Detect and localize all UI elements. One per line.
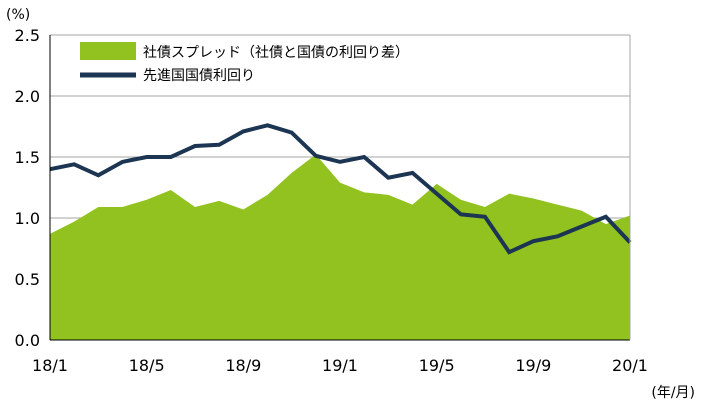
area-series (50, 154, 630, 340)
x-tick-label: 20/1 (612, 356, 648, 375)
legend-label-area: 社債スプレッド（社債と国債の利回り差） (143, 45, 409, 61)
y-tick-label: 0.0 (15, 331, 40, 350)
x-tick-label: 19/9 (515, 356, 551, 375)
line-series (49, 123, 632, 255)
x-tick-label: 18/9 (225, 356, 261, 375)
y-tick-label: 0.5 (15, 270, 40, 289)
y-tick-label: 2.5 (15, 26, 40, 45)
legend: 社債スプレッド（社債と国債の利回り差） 先進国国債利回り (80, 42, 409, 84)
y-tick-label: 1.0 (15, 209, 40, 228)
line-series-path (49, 123, 632, 255)
legend-label-line: 先進国国債利回り (143, 68, 255, 84)
y-tick-labels: 0.0 0.5 1.0 1.5 2.0 2.5 (15, 26, 40, 350)
legend-swatch-area (80, 42, 136, 60)
y-unit-label: (%) (6, 7, 30, 23)
x-unit-label: (年/月) (651, 385, 695, 401)
area-series-path (50, 154, 630, 340)
y-tick-label: 1.5 (15, 148, 40, 167)
axes (49, 35, 631, 341)
x-tick-label: 19/5 (419, 356, 455, 375)
y-tick-label: 2.0 (15, 87, 40, 106)
x-tick-label: 18/5 (129, 356, 165, 375)
x-tick-label: 18/1 (32, 356, 68, 375)
x-tick-label: 19/1 (322, 356, 358, 375)
x-tick-labels: 18/1 18/5 18/9 19/1 19/5 19/9 20/1 (32, 356, 648, 375)
